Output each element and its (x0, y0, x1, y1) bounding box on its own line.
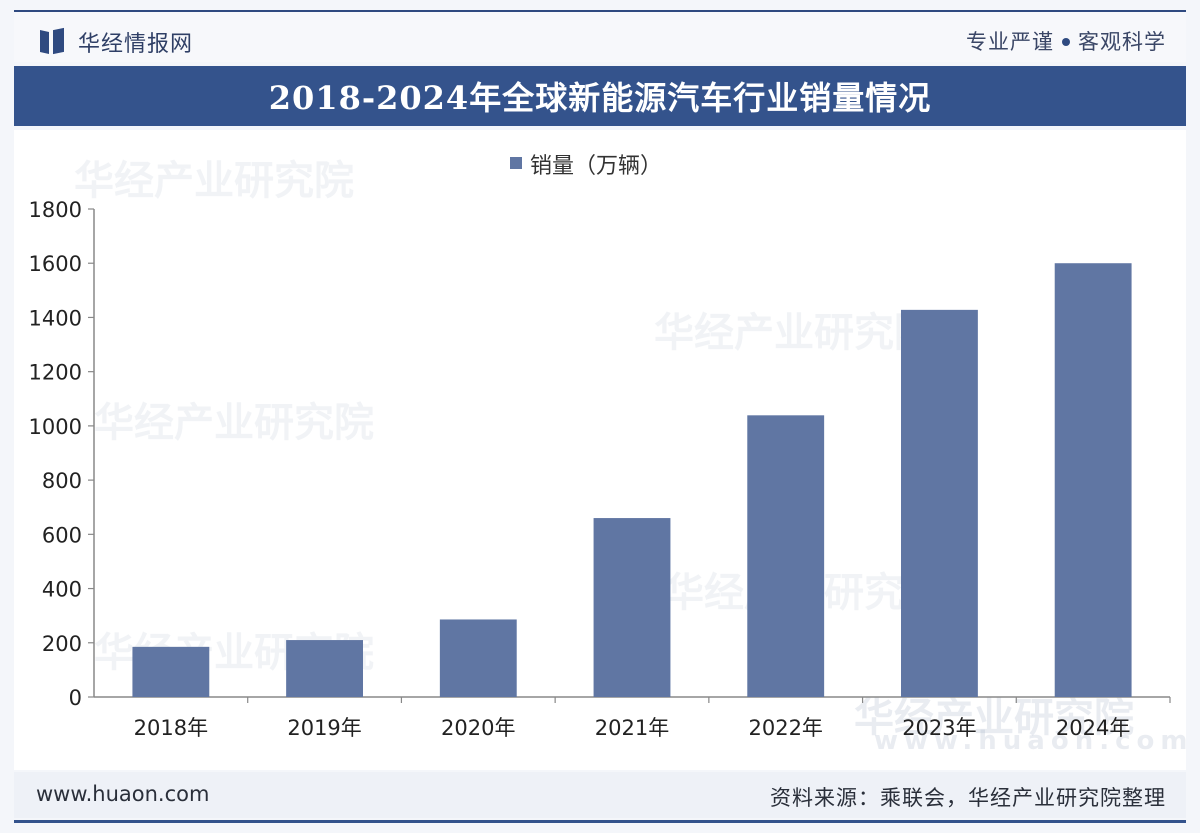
chart-area: 华经产业研究院 华经产业研究院 华经产业研究院 华经产业研究院 华经产业研究院 … (14, 130, 1187, 770)
bar (747, 415, 825, 697)
bar (132, 646, 210, 697)
footer-url: www.huaon.com (36, 782, 210, 806)
bar (439, 619, 517, 697)
bar (593, 518, 671, 697)
bullet-dot-icon (1062, 37, 1070, 46)
brand-logo-icon (40, 27, 66, 55)
bar (1054, 263, 1132, 697)
x-tick-label: 2022年 (748, 716, 822, 740)
x-tick-label: 2018年 (134, 716, 208, 740)
y-tick-label: 800 (42, 469, 82, 493)
brand: 华经情报网 (40, 26, 193, 58)
y-tick-label: 1600 (29, 252, 82, 276)
brand-name: 华经情报网 (78, 32, 194, 57)
chart-title-bar: 2018-2024年全球新能源汽车行业销量情况 (14, 66, 1186, 126)
bar (286, 640, 363, 697)
x-tick-label: 2021年 (595, 716, 669, 740)
x-tick-label: 2019年 (287, 716, 361, 740)
header-bar: 华经情报网 专业严谨 客观科学 (14, 10, 1186, 62)
y-tick-label: 400 (42, 578, 82, 602)
y-tick-label: 200 (42, 632, 82, 656)
legend-swatch (510, 157, 522, 169)
chart-title: 2018-2024年全球新能源汽车行业销量情况 (268, 79, 932, 117)
bar-chart: 销量（万辆） 0 200 400 600 800 1000 1200 1400 1600 1800 2… (29, 154, 1171, 740)
y-tick-label: 600 (42, 523, 82, 547)
y-tick-label: 1400 (29, 306, 82, 330)
legend-label: 销量（万辆） (530, 154, 662, 179)
bar (901, 309, 978, 697)
x-tick-label: 2024年 (1056, 716, 1130, 740)
footer-divider (14, 820, 1186, 823)
y-tick-label: 1000 (29, 415, 82, 439)
footer-source: 资料来源：乘联会，华经产业研究院整理 (770, 786, 1166, 810)
y-tick-label: 0 (69, 686, 82, 710)
x-tick-label: 2020年 (441, 716, 515, 740)
x-tick-label: 2023年 (902, 716, 976, 740)
slogan: 专业严谨 客观科学 (966, 26, 1166, 56)
y-tick-label: 1200 (29, 361, 82, 385)
y-tick-label: 1800 (29, 198, 82, 222)
slogan-right: 客观科学 (1078, 30, 1166, 54)
footer-bar: www.huaon.com 资料来源：乘联会，华经产业研究院整理 (14, 772, 1186, 818)
slogan-left: 专业严谨 (966, 30, 1054, 54)
